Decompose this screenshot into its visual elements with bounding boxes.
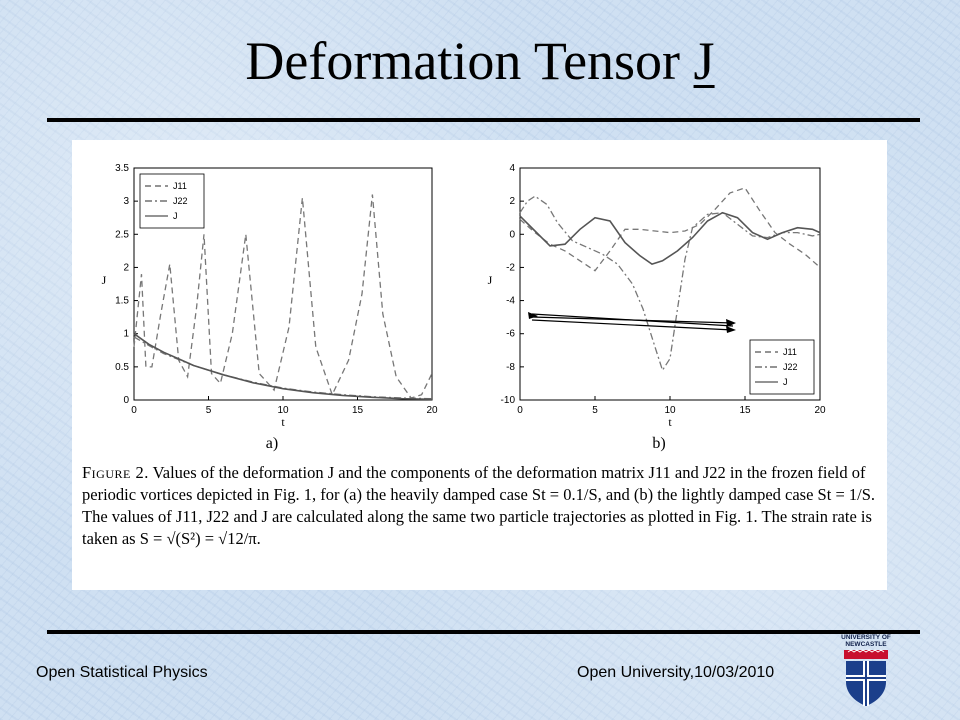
y-tick-label: 4: [509, 163, 515, 174]
series-line-j: [133, 333, 433, 401]
bottom-divider: [47, 630, 920, 634]
slide-title: Deformation Tensor J: [0, 30, 960, 92]
annotation-arrowhead: [528, 312, 538, 319]
legend-entry: J: [783, 377, 788, 387]
footer-course: Open Statistical Physics: [36, 664, 208, 681]
series-line-j11: [133, 194, 433, 399]
crest-icon: [844, 649, 888, 706]
title-text: Deformation Tensor: [245, 31, 694, 91]
x-axis-label: t: [281, 415, 285, 429]
x-tick-label: 5: [206, 405, 212, 416]
y-tick-label: -8: [506, 362, 515, 373]
y-tick-label: -2: [506, 262, 515, 273]
series-line-j: [519, 211, 821, 265]
x-tick-label: 0: [131, 405, 137, 416]
y-tick-label: 0: [123, 395, 129, 406]
x-axis-label: t: [668, 415, 672, 429]
legend-entry: J22: [783, 362, 798, 372]
y-axis-label: J: [102, 273, 107, 287]
x-tick-label: 0: [517, 405, 523, 416]
series-line-j22: [133, 336, 433, 400]
annotation-arrowhead: [726, 319, 736, 327]
x-tick-label: 10: [664, 405, 676, 416]
title-symbol: J: [693, 31, 715, 91]
university-logo: UNIVERSITY OF NEWCASTLE: [836, 634, 896, 710]
annotation-arrow-line: [531, 319, 734, 331]
legend-entry: J22: [173, 196, 188, 206]
footer-venue-date: Open University,10/03/2010: [577, 664, 775, 681]
logo-line2: NEWCASTLE: [845, 641, 887, 648]
x-tick-label: 20: [426, 405, 438, 416]
figure-caption: Figure 2. Values of the deformation J an…: [82, 462, 882, 550]
y-axis-label: J: [488, 273, 493, 287]
legend-entry: J11: [173, 181, 187, 191]
y-tick-label: 0.5: [115, 362, 129, 373]
caption-label: Figure 2.: [82, 463, 149, 482]
y-tick-label: 1.5: [115, 296, 129, 307]
x-tick-label: 5: [592, 405, 598, 416]
caption-body: Values of the deformation J and the comp…: [82, 463, 876, 548]
top-divider: [47, 118, 920, 122]
y-tick-label: 3: [123, 196, 129, 207]
x-tick-label: 15: [739, 405, 751, 416]
y-tick-label: 2.5: [115, 229, 129, 240]
y-tick-label: 3.5: [115, 163, 129, 174]
y-tick-label: 2: [123, 262, 129, 273]
x-tick-label: 20: [814, 405, 826, 416]
annotation-arrowhead: [726, 326, 736, 333]
y-tick-label: -6: [506, 329, 515, 340]
panel-label: a): [266, 435, 278, 452]
y-tick-label: 1: [123, 329, 129, 340]
x-tick-label: 10: [277, 405, 289, 416]
legend-entry: J11: [783, 347, 797, 357]
panel-label: b): [652, 435, 665, 452]
y-tick-label: -10: [501, 395, 516, 406]
y-tick-label: 0: [509, 229, 515, 240]
x-tick-label: 15: [352, 405, 364, 416]
legend-entry: J: [173, 211, 178, 221]
y-tick-label: 2: [509, 196, 515, 207]
logo-line1: UNIVERSITY OF: [841, 634, 891, 641]
annotation-arrow-line: [531, 313, 734, 327]
y-tick-label: -4: [506, 296, 515, 307]
series-line-j11: [519, 187, 821, 272]
